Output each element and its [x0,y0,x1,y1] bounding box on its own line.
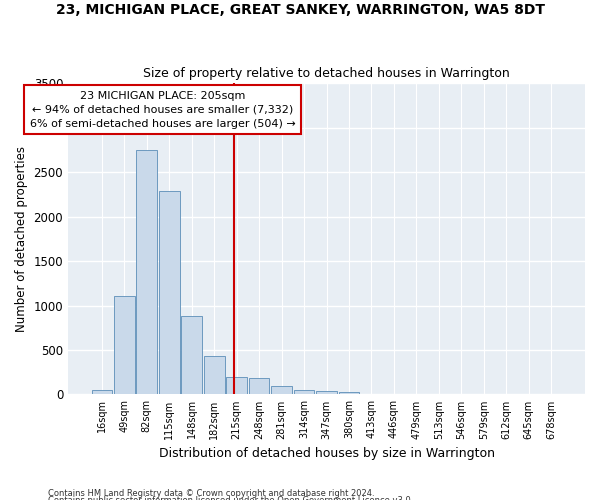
Text: 23, MICHIGAN PLACE, GREAT SANKEY, WARRINGTON, WA5 8DT: 23, MICHIGAN PLACE, GREAT SANKEY, WARRIN… [56,2,545,16]
Bar [114,296,134,394]
Bar [159,191,179,394]
Y-axis label: Number of detached properties: Number of detached properties [15,146,28,332]
Bar [226,376,247,394]
Bar [249,378,269,394]
Bar [316,392,337,394]
Text: Contains public sector information licensed under the Open Government Licence v3: Contains public sector information licen… [48,496,413,500]
Bar [338,392,359,394]
Text: Contains HM Land Registry data © Crown copyright and database right 2024.: Contains HM Land Registry data © Crown c… [48,488,374,498]
Title: Size of property relative to detached houses in Warrington: Size of property relative to detached ho… [143,66,510,80]
X-axis label: Distribution of detached houses by size in Warrington: Distribution of detached houses by size … [158,447,494,460]
Bar [294,390,314,394]
Bar [204,356,224,395]
Bar [181,316,202,394]
Text: 23 MICHIGAN PLACE: 205sqm
← 94% of detached houses are smaller (7,332)
6% of sem: 23 MICHIGAN PLACE: 205sqm ← 94% of detac… [29,90,295,128]
Bar [92,390,112,394]
Bar [271,386,292,394]
Bar [136,150,157,394]
